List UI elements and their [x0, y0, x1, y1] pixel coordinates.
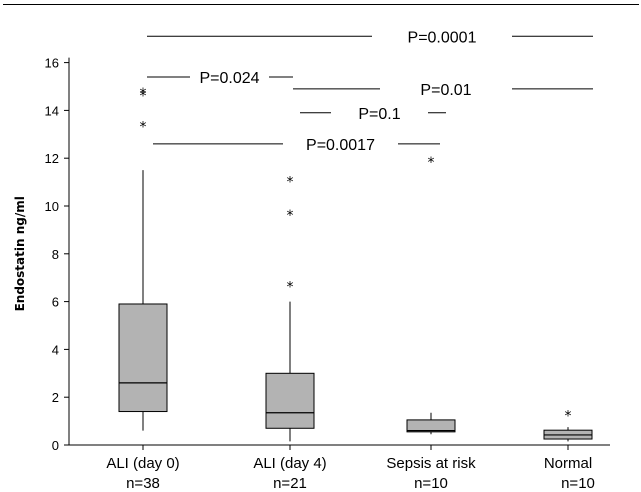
- y-tick-label: 2: [52, 390, 59, 405]
- sample-count-label: n=21: [273, 475, 307, 492]
- sample-count-label: n=10: [561, 475, 595, 492]
- outlier-marker: *: [140, 119, 147, 135]
- iqr-box: [265, 372, 315, 429]
- outlier-marker: *: [428, 155, 435, 171]
- significance-brackets: P=0.0001 P=0.024 P=0.01 P=0.1 P=0.0017: [147, 29, 593, 154]
- p-value-label: P=0.01: [420, 82, 471, 99]
- y-axis-title: Endostatin ng/ml: [13, 196, 27, 311]
- outlier-marker: *: [287, 208, 294, 224]
- p-value-label: P=0.0017: [306, 137, 375, 154]
- iqr-box: [118, 303, 168, 413]
- top-border-line: [3, 4, 639, 5]
- p-value-label: P=0.1: [358, 106, 400, 123]
- y-tick-label: 12: [45, 151, 59, 166]
- y-tick-label: 0: [52, 438, 59, 453]
- y-tick-label: 14: [45, 103, 59, 118]
- category-label: ALI (day 0): [106, 455, 179, 472]
- outlier-marker: *: [565, 409, 572, 425]
- axes: 0 2 4 6 8 10 12 14 16: [45, 56, 610, 453]
- y-tick-label: 6: [52, 295, 59, 310]
- outlier-marker: *: [140, 88, 147, 104]
- outlier-marker: *: [140, 86, 147, 102]
- category-labels: ALI (day 0) n=38 ALI (day 4) n=21 Sepsis at …: [106, 455, 595, 492]
- boxes: ********: [118, 86, 593, 442]
- sample-count-label: n=38: [126, 475, 160, 492]
- category-label: Normal: [544, 455, 592, 472]
- y-tick-label: 10: [45, 199, 59, 214]
- p-value-label: P=0.0001: [408, 29, 477, 46]
- outlier-marker: *: [287, 279, 294, 295]
- category-label: Sepsis at risk: [386, 455, 476, 472]
- outlier-marker: *: [287, 174, 294, 190]
- p-value-label: P=0.024: [199, 70, 259, 87]
- iqr-box: [406, 419, 456, 433]
- y-tick-label: 8: [52, 247, 59, 262]
- y-tick-label: 16: [45, 56, 59, 71]
- sample-count-label: n=10: [414, 475, 448, 492]
- category-label: ALI (day 4): [253, 455, 326, 472]
- y-tick-label: 4: [52, 342, 59, 357]
